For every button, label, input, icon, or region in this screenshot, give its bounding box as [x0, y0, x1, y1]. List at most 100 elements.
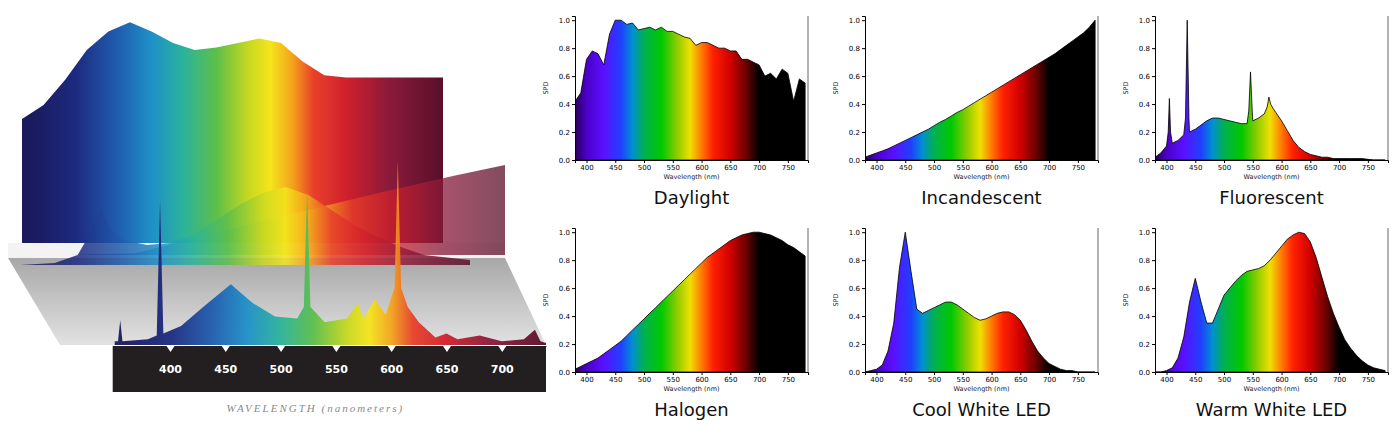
figure: 400450500550600650700WAVELENGTH (nanomet… — [0, 0, 1400, 426]
tick-mark — [862, 48, 865, 49]
tick-label: 650 — [1014, 376, 1027, 384]
tick: 450 — [214, 346, 237, 376]
tick-mark — [572, 316, 575, 317]
tick: 0.8 — [559, 257, 575, 265]
tick: 650 — [435, 346, 458, 376]
tick: 400 — [870, 160, 883, 172]
tick: 0.6 — [1139, 285, 1155, 293]
tick-mark — [1020, 372, 1021, 375]
tick: 500 — [928, 160, 941, 172]
tick-label: 550 — [667, 164, 680, 172]
tick-label: 450 — [1189, 376, 1202, 384]
tick: 0.0 — [559, 157, 575, 165]
tick-mark — [730, 372, 731, 375]
tick: 0.2 — [1139, 129, 1155, 137]
tick: 0.8 — [1139, 45, 1155, 53]
tick-label: 750 — [1072, 376, 1085, 384]
tick-mark — [1152, 260, 1155, 261]
tick-label: 600 — [695, 376, 708, 384]
frame-line — [808, 228, 809, 372]
tick-mark — [702, 160, 703, 163]
tick-label: 550 — [325, 363, 348, 376]
tick-mark — [862, 288, 865, 289]
tick-mark — [1167, 372, 1168, 375]
tick: 750 — [1072, 372, 1085, 384]
tick: 700 — [1043, 372, 1056, 384]
illustration — [8, 22, 546, 345]
tick: 1.0 — [559, 17, 575, 25]
tick: 700 — [1333, 160, 1346, 172]
tick-label: 0.4 — [559, 101, 571, 109]
tick: 600 — [380, 346, 403, 376]
axis-title: Wavelength (nm) — [1243, 385, 1299, 393]
axis-bar — [113, 346, 546, 392]
tick: 750 — [782, 160, 795, 172]
tick-label: 0.2 — [559, 341, 570, 349]
tick-label: 0.4 — [849, 101, 861, 109]
tick-label: 0.6 — [559, 285, 571, 293]
tick-mark — [1152, 288, 1155, 289]
tick-label: 1.0 — [559, 229, 570, 237]
tick: 0.4 — [559, 101, 575, 109]
axis-line — [576, 161, 809, 164]
tick-mark — [862, 260, 865, 261]
tick: 700 — [753, 372, 766, 384]
axis-title: SPD — [542, 293, 550, 306]
tick: 1.0 — [849, 229, 865, 237]
tick-label: 0.6 — [1139, 285, 1151, 293]
tick-mark — [862, 372, 865, 373]
axis-title: SPD — [1122, 81, 1130, 94]
tick-label: 550 — [957, 376, 970, 384]
tick: 0.0 — [1139, 157, 1155, 165]
tick-mark — [572, 288, 575, 289]
tick: 550 — [667, 372, 680, 384]
tick: 400 — [159, 346, 182, 376]
tick-label: 750 — [1072, 164, 1085, 172]
tick-mark — [443, 346, 451, 352]
tick-label: 700 — [1333, 164, 1346, 172]
tick: 0.2 — [849, 341, 865, 349]
tick-mark — [702, 372, 703, 375]
tick-mark — [1224, 160, 1225, 163]
tick: 450 — [609, 160, 622, 172]
axis-title: SPD — [1122, 293, 1130, 306]
tick-label: 500 — [270, 363, 293, 376]
tick-label: 500 — [1218, 164, 1231, 172]
tick: 450 — [1189, 160, 1202, 172]
tick: 700 — [491, 346, 514, 376]
tick-label: 400 — [870, 164, 883, 172]
tick: 550 — [957, 160, 970, 172]
tick-label: 450 — [609, 376, 622, 384]
tick-label: 500 — [928, 164, 941, 172]
tick-mark — [1049, 160, 1050, 163]
tick-mark — [222, 346, 230, 352]
chart-title: Daylight — [654, 187, 729, 208]
tick-mark — [498, 346, 506, 352]
tick-label: 750 — [1362, 376, 1375, 384]
tick-label: 1.0 — [1139, 17, 1150, 25]
tick: 550 — [957, 372, 970, 384]
tick: 650 — [724, 160, 737, 172]
tick-label: 0.6 — [1139, 73, 1151, 81]
chart-title: Incandescent — [921, 187, 1041, 208]
axis-line — [1156, 373, 1389, 376]
tick: 0.2 — [1139, 341, 1155, 349]
tick-mark — [862, 20, 865, 21]
tick-mark — [1195, 160, 1196, 163]
tick-mark — [963, 372, 964, 375]
axis-line — [572, 229, 576, 373]
tick: 0.8 — [559, 45, 575, 53]
tick-mark — [1195, 372, 1196, 375]
tick-mark — [572, 104, 575, 105]
tick-mark — [1078, 372, 1079, 375]
tick: 450 — [609, 372, 622, 384]
tick-label: 700 — [1043, 376, 1056, 384]
tick-label: 550 — [957, 164, 970, 172]
tick-mark — [1339, 160, 1340, 163]
tick-label: 400 — [580, 164, 593, 172]
tick: 700 — [753, 160, 766, 172]
tick-mark — [1152, 76, 1155, 77]
spectrum-area — [575, 232, 805, 372]
frame-line — [1098, 16, 1099, 160]
tick-label: 450 — [899, 376, 912, 384]
